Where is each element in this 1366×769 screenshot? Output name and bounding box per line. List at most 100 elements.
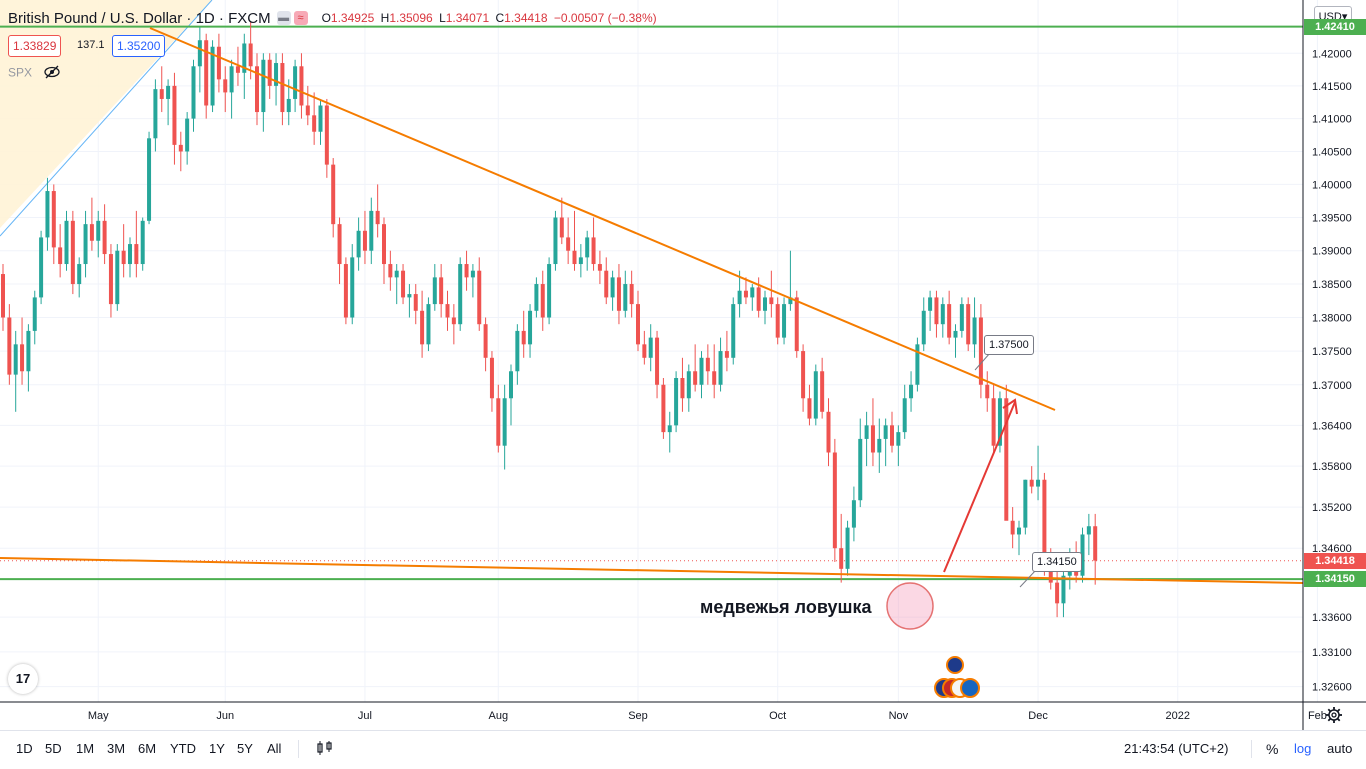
candle-down — [769, 297, 774, 305]
eye-off-icon[interactable] — [43, 65, 61, 82]
time-tick-label: Feb — [1308, 710, 1327, 722]
timeframe-1d[interactable]: 1D — [16, 741, 33, 756]
sell-price-button[interactable]: 1.33829 — [8, 35, 62, 57]
price-callout-lower[interactable]: 1.34150 — [1032, 552, 1082, 572]
candle-up — [432, 277, 437, 305]
candle-down — [1004, 398, 1009, 521]
candle-up — [940, 304, 945, 325]
candle-down — [1029, 479, 1034, 487]
candle-up — [553, 217, 558, 265]
candle-down — [280, 63, 285, 113]
candle-down — [870, 425, 875, 453]
grid-lines — [0, 0, 1318, 702]
tv-logo-icon[interactable]: 17 — [8, 664, 38, 694]
candle-up — [718, 351, 723, 385]
candle-down — [159, 89, 164, 99]
candle-down — [947, 304, 952, 338]
candle-up — [699, 357, 704, 385]
candle-down — [820, 371, 825, 412]
candle-down — [134, 244, 139, 265]
price-label-support: 1.34150 — [1304, 571, 1366, 588]
timeframe-5d[interactable]: 5D — [45, 741, 62, 756]
candle-down — [572, 250, 577, 265]
candles-icon[interactable] — [316, 740, 334, 761]
candle-down — [439, 277, 444, 305]
log-toggle[interactable]: log — [1294, 741, 1312, 756]
candle-down — [299, 66, 304, 106]
candle-up — [64, 220, 69, 265]
candle-up — [318, 105, 323, 132]
compare-symbol[interactable]: SPX — [8, 65, 61, 82]
price-tick-label: 1.33100 — [1312, 647, 1352, 659]
candle-up — [140, 220, 145, 265]
price-tick-label: 1.38000 — [1312, 312, 1352, 324]
toolbar-divider — [298, 740, 299, 758]
candle-down — [655, 337, 660, 385]
candle-up — [458, 264, 463, 325]
candle-up — [32, 297, 37, 331]
candle-up — [286, 98, 291, 113]
candle-up — [45, 191, 50, 238]
symbol-title[interactable]: British Pound / U.S. Dollar · 1D · FXCM — [8, 9, 271, 27]
timeframe-3m[interactable]: 3M — [107, 741, 126, 756]
candle-down — [521, 330, 526, 345]
timeframe-all[interactable]: All — [267, 741, 282, 756]
candle-down — [337, 224, 342, 265]
candle-up — [261, 59, 266, 113]
candle-up — [737, 290, 742, 305]
gear-icon[interactable] — [1325, 706, 1343, 729]
price-tick-label: 1.37500 — [1312, 346, 1352, 358]
timeframe-6m[interactable]: 6M — [138, 741, 157, 756]
candle-up — [128, 244, 132, 265]
candle-down — [680, 378, 685, 399]
candle-down — [51, 191, 56, 248]
lower-trendline — [0, 557, 1304, 584]
candle-down — [324, 105, 329, 165]
candles — [1, 22, 1098, 618]
candle-down — [978, 317, 983, 385]
timeframe-1m[interactable]: 1M — [76, 741, 95, 756]
price-label-current: 1.34418 — [1304, 552, 1366, 569]
time-tick-label: Jul — [358, 710, 372, 722]
candle-down — [1093, 526, 1098, 561]
time-tick-label: Sep — [628, 710, 648, 722]
close-value: 1.34418 — [504, 11, 548, 25]
candle-down — [7, 317, 12, 375]
candle-up — [610, 277, 615, 298]
candle-up — [585, 237, 590, 258]
symbol-header: British Pound / U.S. Dollar · 1D · FXCM … — [0, 0, 657, 36]
price-tick-label: 1.33600 — [1312, 612, 1352, 624]
timeframe-ytd[interactable]: YTD — [170, 741, 196, 756]
candle-up — [147, 138, 152, 221]
candle-up — [674, 378, 679, 426]
flag-us-icon[interactable] — [960, 678, 980, 698]
market-status-icon[interactable]: ▬ — [276, 11, 291, 25]
price-callout-upper[interactable]: 1.37500 — [984, 335, 1034, 355]
candle-up — [229, 66, 234, 93]
data-delay-icon[interactable]: ≈ — [293, 11, 308, 25]
candle-down — [636, 304, 640, 345]
flag-gb-icon[interactable] — [946, 656, 964, 674]
candle-down — [58, 247, 63, 265]
candle-down — [248, 43, 253, 67]
timeframe-1y[interactable]: 1Y — [209, 741, 225, 756]
candle-down — [388, 264, 393, 278]
percent-toggle[interactable]: % — [1266, 741, 1279, 757]
toolbar-divider — [1251, 740, 1252, 758]
candle-up — [883, 425, 888, 439]
candle-up — [915, 344, 920, 385]
candle-down — [801, 351, 806, 399]
timeframe-5y[interactable]: 5Y — [237, 741, 253, 756]
candle-up — [356, 230, 361, 258]
candle-down — [70, 220, 75, 285]
price-tick-label: 1.40500 — [1312, 146, 1352, 158]
buy-price-button[interactable]: 1.35200 — [112, 35, 166, 57]
candle-down — [375, 210, 380, 225]
candle-up — [153, 89, 158, 139]
clock-display[interactable]: 21:43:54 (UTC+2) — [1124, 741, 1229, 756]
time-tick-label: Nov — [889, 710, 909, 722]
candle-down — [235, 66, 240, 73]
auto-toggle[interactable]: auto — [1327, 741, 1353, 756]
events-cluster[interactable] — [934, 678, 984, 698]
